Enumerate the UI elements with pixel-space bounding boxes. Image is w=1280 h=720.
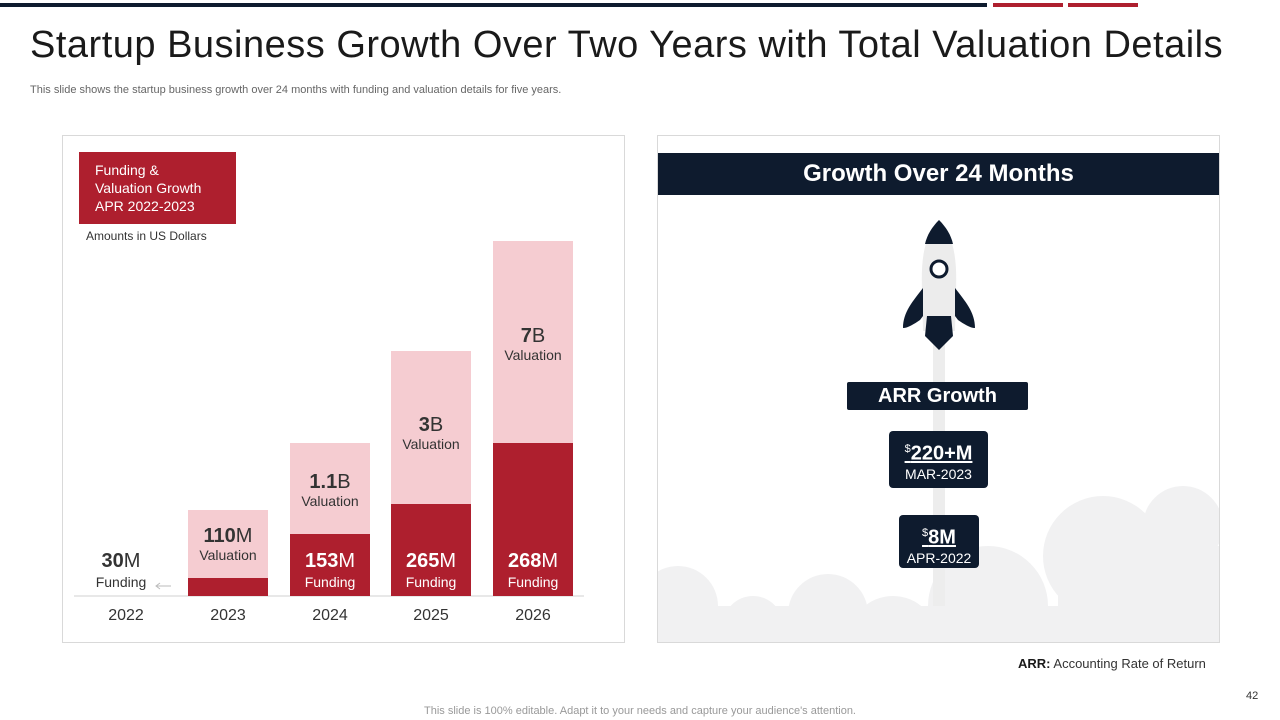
funding-value-label-2025: 265M — [406, 550, 456, 572]
valuation-caption-2025: Valuation — [402, 436, 459, 452]
funding-arrow-icon — [155, 582, 171, 590]
footnote-abbr: ARR: — [1018, 656, 1051, 671]
x-tick-label-2023: 2023 — [210, 607, 246, 624]
chart-panel: 2022 30M Funding 2023 110M Valuation 2024 1.1B V… — [62, 135, 625, 643]
top-accent-bar-main — [0, 3, 987, 7]
valuation-bar-2025 — [391, 351, 471, 504]
footnote-text: Accounting Rate of Return — [1053, 656, 1206, 671]
page-title: Startup Business Growth Over Two Years w… — [30, 24, 1224, 66]
arr-amount-value: 8M — [928, 526, 956, 549]
funding-bar-2026 — [493, 443, 573, 596]
page-subtitle: This slide shows the startup business gr… — [30, 84, 562, 96]
valuation-bar-2026 — [493, 241, 573, 443]
x-tick-label-2026: 2026 — [515, 607, 551, 624]
valuation-caption-2026: Valuation — [504, 347, 561, 363]
arr-amount: $220+M — [889, 438, 988, 465]
valuation-caption-2024: Valuation — [301, 493, 358, 509]
arr-amount-value: 220+M — [910, 442, 973, 465]
currency-symbol: $ — [922, 527, 929, 539]
top-accent-bar-red-2 — [1068, 3, 1138, 7]
x-tick-label-2025: 2025 — [413, 607, 449, 624]
x-tick-label-2022: 2022 — [108, 607, 144, 624]
footer-note: This slide is 100% editable. Adapt it to… — [424, 705, 856, 717]
valuation-caption-2023: Valuation — [199, 547, 256, 563]
top-accent-bar-red-1 — [993, 3, 1063, 7]
cloud-background — [658, 486, 1219, 642]
amounts-note: Amounts in US Dollars — [86, 229, 207, 243]
funding-caption-2025: Funding — [406, 574, 457, 590]
chart-legend-box: Funding & Valuation Growth APR 2022-2023 — [79, 152, 236, 224]
funding-bar-2025 — [391, 504, 471, 596]
currency-symbol: $ — [904, 443, 911, 455]
funding-value-label-2024: 153M — [305, 550, 355, 572]
funding-caption-2026: Funding — [508, 574, 559, 590]
arr-date: APR-2022 — [906, 549, 972, 566]
arr-value-box: $8M APR-2022 — [899, 515, 979, 568]
funding-caption-2022: Funding — [96, 574, 147, 590]
arr-value-box: $220+M MAR-2023 — [889, 431, 988, 488]
growth-panel-title: Growth Over 24 Months — [658, 153, 1219, 195]
funding-bar-2024 — [290, 534, 370, 596]
valuation-bar-2024 — [290, 443, 370, 534]
arr-footnote: ARR: Accounting Rate of Return — [1018, 656, 1206, 671]
valuation-value-label-2024: 1.1B — [309, 471, 350, 493]
funding-value-label-2022: 30M — [102, 550, 141, 572]
arr-date: MAR-2023 — [905, 465, 972, 482]
page-number: 42 — [1246, 690, 1259, 702]
arr-amount: $8M — [899, 522, 979, 549]
valuation-value-label-2025: 3B — [419, 414, 443, 436]
funding-valuation-chart: 202230MFunding2023110MValuation20241.1BV… — [74, 241, 584, 624]
funding-value-label-2026: 268M — [508, 550, 558, 572]
growth-panel: Growth Over 24 Months ARR Growth $220+M … — [657, 135, 1220, 643]
valuation-value-label-2023: 110M — [204, 525, 253, 547]
funding-caption-2024: Funding — [305, 574, 356, 590]
x-tick-label-2024: 2024 — [312, 607, 348, 624]
valuation-bar-2023 — [188, 510, 268, 578]
valuation-value-label-2026: 7B — [521, 325, 545, 347]
arr-growth-label: ARR Growth — [847, 382, 1028, 410]
funding-bar-2023 — [188, 578, 268, 596]
